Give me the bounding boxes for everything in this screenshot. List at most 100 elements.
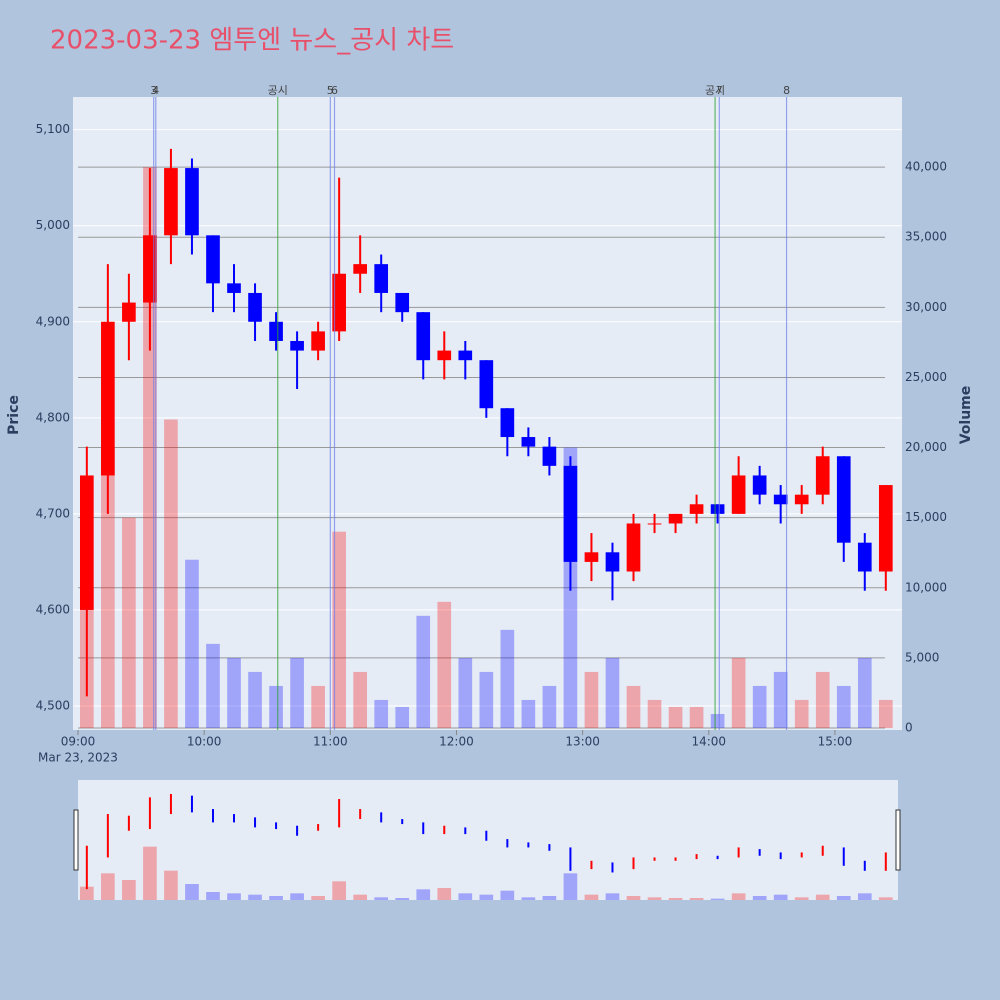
mini-volume-bar: [374, 897, 389, 900]
chart-title: 2023-03-23 엠투엔 뉴스_공시 차트: [50, 26, 454, 56]
candle-body: [542, 446, 557, 466]
y-tick-label: 5,000: [36, 218, 70, 232]
volume-bar: [416, 615, 431, 728]
candle-body: [605, 552, 620, 572]
y-tick-label: 4,600: [36, 602, 70, 616]
y-tick-label: 4,800: [36, 410, 70, 424]
volume-bar: [227, 657, 241, 728]
annotation-label: 8: [783, 84, 790, 97]
mini-volume-bar: [605, 893, 620, 900]
candle-body: [458, 350, 473, 361]
annotation-label: 공시: [705, 84, 725, 97]
volume-bar: [878, 699, 893, 728]
y2-tick-label: 0: [905, 721, 913, 735]
y2-tick-label: 35,000: [905, 230, 947, 244]
volume-bar: [122, 517, 136, 728]
x-tick-label: 09:00: [61, 735, 96, 749]
volume-bar: [731, 657, 746, 728]
candle-body: [815, 456, 830, 495]
mini-volume-bar: [248, 894, 262, 900]
candle-body: [710, 504, 725, 514]
mini-volume-bar: [122, 880, 136, 900]
candle-body: [857, 542, 872, 572]
volume-bar: [584, 671, 599, 728]
mini-volume-bar: [710, 898, 725, 900]
candle-body: [563, 465, 578, 562]
volume-bar: [605, 657, 620, 728]
candle-body: [668, 513, 683, 524]
volume-bar: [647, 699, 662, 728]
annotation-label: 4: [152, 84, 159, 97]
mini-volume-bar: [227, 893, 241, 900]
mini-volume-bar: [794, 897, 809, 900]
slider-handle[interactable]: [895, 809, 901, 871]
candle-body: [332, 273, 346, 332]
annotation-label: 3: [150, 84, 157, 97]
mini-volume-bar: [752, 896, 767, 900]
volume-bar: [458, 657, 473, 728]
mini-volume-bar: [836, 896, 851, 900]
range-slider[interactable]: [78, 780, 898, 900]
volume-bar: [185, 559, 199, 728]
volume-bar: [773, 671, 788, 728]
mini-volume-bar: [269, 896, 283, 900]
candle-body: [395, 292, 410, 313]
candle-body: [521, 437, 536, 447]
candle-body: [164, 168, 178, 236]
volume-bar: [500, 629, 515, 728]
candle-body: [101, 321, 115, 476]
x-tick-label: 13:00: [565, 735, 600, 749]
y-tick-label: 4,700: [36, 506, 70, 520]
candle-body: [500, 408, 515, 438]
volume-bar: [311, 685, 325, 728]
y2-tick-label: 15,000: [905, 510, 947, 524]
candle-body: [80, 475, 94, 610]
x-tick-label: 11:00: [313, 735, 348, 749]
mini-volume-bar: [668, 898, 683, 900]
candle-body: [416, 312, 431, 361]
volume-bar: [836, 685, 851, 728]
mini-volume-bar: [143, 846, 157, 900]
x-tick-label: 14:00: [691, 735, 726, 749]
volume-bar: [248, 671, 262, 728]
candle-body: [143, 235, 157, 303]
mini-volume-bar: [647, 897, 662, 900]
candle-body: [311, 331, 325, 351]
volume-bar: [815, 671, 830, 728]
volume-bar: [521, 699, 536, 728]
volume-bar: [710, 713, 725, 728]
volume-bar: [374, 699, 389, 728]
mini-volume-bar: [584, 894, 599, 900]
mini-volume-bar: [311, 896, 325, 900]
slider-handle[interactable]: [73, 809, 79, 871]
candle-body: [878, 485, 893, 572]
mini-volume-bar: [878, 897, 893, 900]
volume-bar: [857, 657, 872, 728]
volume-bar: [794, 699, 809, 728]
annotation-label: 6: [331, 84, 338, 97]
mini-volume-bar: [731, 893, 746, 900]
mini-volume-bar: [479, 894, 494, 900]
candle-body: [122, 302, 136, 322]
x-tick-label: 15:00: [818, 735, 853, 749]
volume-bar: [395, 706, 410, 728]
y-tick-label: 4,500: [36, 698, 70, 712]
volume-bar: [626, 685, 641, 728]
mini-volume-bar: [815, 894, 830, 900]
volume-bar: [437, 601, 452, 728]
volume-bar: [206, 643, 220, 728]
mini-volume-bar: [626, 896, 641, 900]
candle-body: [206, 235, 220, 284]
y2-tick-label: 20,000: [905, 440, 947, 454]
candle-body: [731, 475, 746, 514]
x-tick-label: 12:00: [439, 735, 474, 749]
candle-body: [647, 523, 662, 525]
candle-body: [752, 475, 767, 495]
volume-bar: [689, 706, 704, 728]
candle-body: [269, 321, 283, 341]
mini-volume-bar: [437, 888, 452, 900]
mini-volume-bar: [290, 893, 304, 900]
candle-body: [437, 350, 452, 361]
candle-body: [353, 264, 367, 274]
mini-volume-bar: [689, 898, 704, 900]
